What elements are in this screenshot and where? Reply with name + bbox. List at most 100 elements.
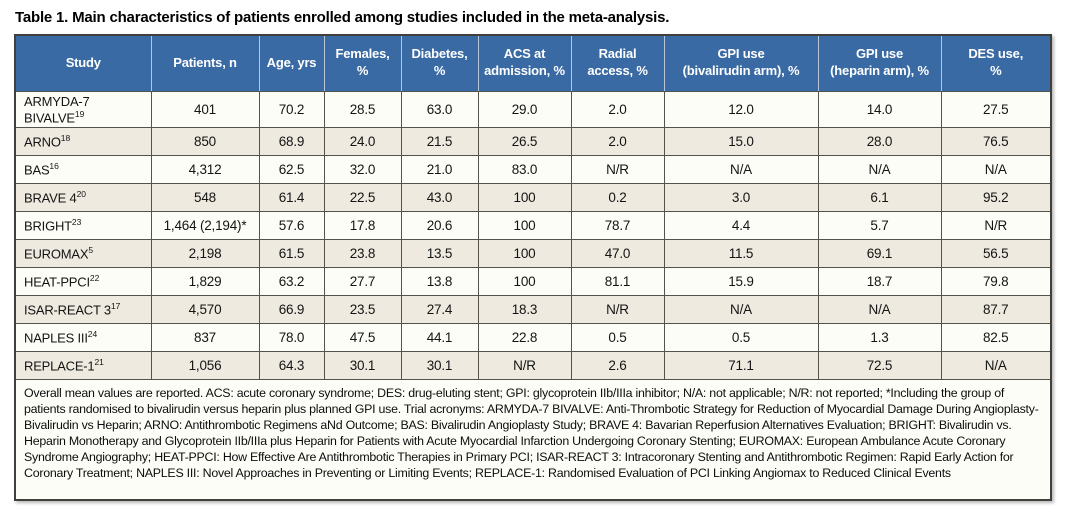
table-row: BAS16 4,312 62.5 32.0 21.0 83.0 N/R N/A …	[14, 154, 1052, 184]
cell-gpi-bivalirudin: 15.0	[663, 126, 819, 156]
cell-diabetes: 21.5	[400, 126, 479, 156]
study-name: ISAR-REACT 3	[24, 302, 111, 318]
cell-patients: 837	[150, 322, 260, 352]
study-ref: 16	[49, 161, 59, 172]
cell-age: 61.5	[258, 238, 325, 268]
table-row: REPLACE-121 1,056 64.3 30.1 30.1 N/R 2.6…	[14, 350, 1052, 380]
cell-radial: 78.7	[570, 210, 665, 240]
cell-diabetes: 13.5	[400, 238, 479, 268]
cell-diabetes: 30.1	[400, 350, 479, 380]
cell-radial: 2.0	[570, 90, 665, 128]
cell-radial: 0.2	[570, 182, 665, 212]
study-name: ARMYDA-7 BIVALVE	[24, 93, 90, 125]
cell-gpi-bivalirudin: 15.9	[663, 266, 819, 296]
col-header-des: DES use,%	[940, 35, 1051, 92]
table-row: HEAT-PPCI22 1,829 63.2 27.7 13.8 100 81.…	[14, 266, 1052, 296]
cell-diabetes: 27.4	[400, 294, 479, 324]
cell-gpi-bivalirudin: 11.5	[663, 238, 819, 268]
study-name: ARNO	[24, 134, 61, 150]
cell-acs: 18.3	[477, 294, 572, 324]
study-ref: 21	[94, 357, 104, 368]
study-name: EUROMAX	[24, 246, 89, 262]
cell-study: BRIGHT23	[14, 210, 152, 240]
table-row: NAPLES III24 837 78.0 47.5 44.1 22.8 0.5…	[14, 322, 1052, 352]
study-name: REPLACE-1	[24, 358, 95, 374]
col-header-radial: Radial access, %	[570, 35, 664, 92]
cell-females: 22.5	[323, 182, 402, 212]
cell-radial: N/R	[570, 294, 665, 324]
cell-study: NAPLES III24	[14, 322, 152, 352]
study-ref: 23	[71, 217, 82, 228]
cell-acs: N/R	[477, 350, 572, 380]
cell-females: 23.8	[323, 238, 402, 268]
cell-des: N/A	[940, 154, 1052, 184]
cell-radial: 47.0	[570, 238, 665, 268]
study-name: BRIGHT	[24, 218, 72, 234]
table-header: Study Patients, n Age, yrs Females,% Dia…	[15, 35, 1051, 92]
cell-gpi-heparin: 18.7	[817, 266, 942, 296]
table-row: BRAVE 420 548 61.4 22.5 43.0 100 0.2 3.0…	[14, 182, 1052, 212]
cell-age: 61.4	[258, 182, 325, 212]
cell-gpi-heparin: 6.1	[817, 182, 942, 212]
col-header-acs: ACS at admission, %	[477, 35, 571, 92]
cell-gpi-heparin: 72.5	[817, 350, 942, 380]
cell-patients: 1,464 (2,194)*	[150, 210, 260, 240]
cell-gpi-heparin: 14.0	[817, 90, 942, 128]
cell-females: 30.1	[323, 350, 402, 380]
cell-females: 47.5	[323, 322, 402, 352]
cell-radial: 2.0	[570, 126, 665, 156]
cell-des: 56.5	[940, 238, 1052, 268]
cell-acs: 83.0	[477, 154, 572, 184]
table-row: ARMYDA-7 BIVALVE19 401 70.2 28.5 63.0 29…	[14, 90, 1052, 128]
cell-radial: 81.1	[570, 266, 665, 296]
table-row: ISAR-REACT 317 4,570 66.9 23.5 27.4 18.3…	[14, 294, 1052, 324]
cell-acs: 100	[477, 182, 572, 212]
cell-females: 27.7	[323, 266, 402, 296]
footnote-cell: Overall mean values are reported. ACS: a…	[14, 378, 1052, 501]
cell-gpi-bivalirudin: 4.4	[663, 210, 819, 240]
cell-diabetes: 21.0	[400, 154, 479, 184]
cell-age: 62.5	[258, 154, 325, 184]
cell-patients: 1,056	[150, 350, 260, 380]
cell-radial: N/R	[570, 154, 665, 184]
col-header-study: Study	[15, 35, 151, 92]
cell-gpi-heparin: 28.0	[817, 126, 942, 156]
header-row: Study Patients, n Age, yrs Females,% Dia…	[15, 35, 1051, 92]
cell-des: N/R	[940, 210, 1052, 240]
cell-radial: 0.5	[570, 322, 665, 352]
table-footer: Overall mean values are reported. ACS: a…	[14, 378, 1052, 501]
cell-females: 28.5	[323, 90, 402, 128]
study-ref: 19	[74, 108, 85, 119]
study-ref: 5	[88, 245, 94, 256]
cell-age: 70.2	[258, 90, 325, 128]
cell-des: 27.5	[940, 90, 1052, 128]
cell-gpi-bivalirudin: 12.0	[663, 90, 819, 128]
cell-patients: 4,312	[150, 154, 260, 184]
cell-study: EUROMAX5	[14, 238, 152, 268]
table-row: EUROMAX5 2,198 61.5 23.8 13.5 100 47.0 1…	[14, 238, 1052, 268]
cell-acs: 100	[477, 238, 572, 268]
cell-acs: 29.0	[477, 90, 572, 128]
cell-age: 63.2	[258, 266, 325, 296]
cell-des: 87.7	[940, 294, 1052, 324]
cell-patients: 850	[150, 126, 260, 156]
study-name: BRAVE 4	[24, 190, 77, 206]
table-row: BRIGHT23 1,464 (2,194)* 57.6 17.8 20.6 1…	[14, 210, 1052, 240]
cell-study: BRAVE 420	[14, 182, 152, 212]
cell-females: 24.0	[323, 126, 402, 156]
cell-gpi-bivalirudin: 3.0	[663, 182, 819, 212]
study-name: NAPLES III	[24, 330, 88, 346]
study-ref: 22	[89, 273, 100, 284]
cell-females: 23.5	[323, 294, 402, 324]
cell-gpi-bivalirudin: N/A	[663, 154, 819, 184]
cell-diabetes: 44.1	[400, 322, 479, 352]
study-ref: 17	[110, 301, 121, 312]
page: Table 1. Main characteristics of patient…	[14, 9, 1052, 502]
cell-diabetes: 63.0	[400, 90, 479, 128]
characteristics-table: Study Patients, n Age, yrs Females,% Dia…	[14, 34, 1052, 502]
cell-study: BAS16	[14, 154, 152, 184]
cell-patients: 401	[150, 90, 260, 128]
study-ref: 18	[60, 133, 71, 144]
cell-patients: 548	[150, 182, 260, 212]
cell-age: 66.9	[258, 294, 325, 324]
